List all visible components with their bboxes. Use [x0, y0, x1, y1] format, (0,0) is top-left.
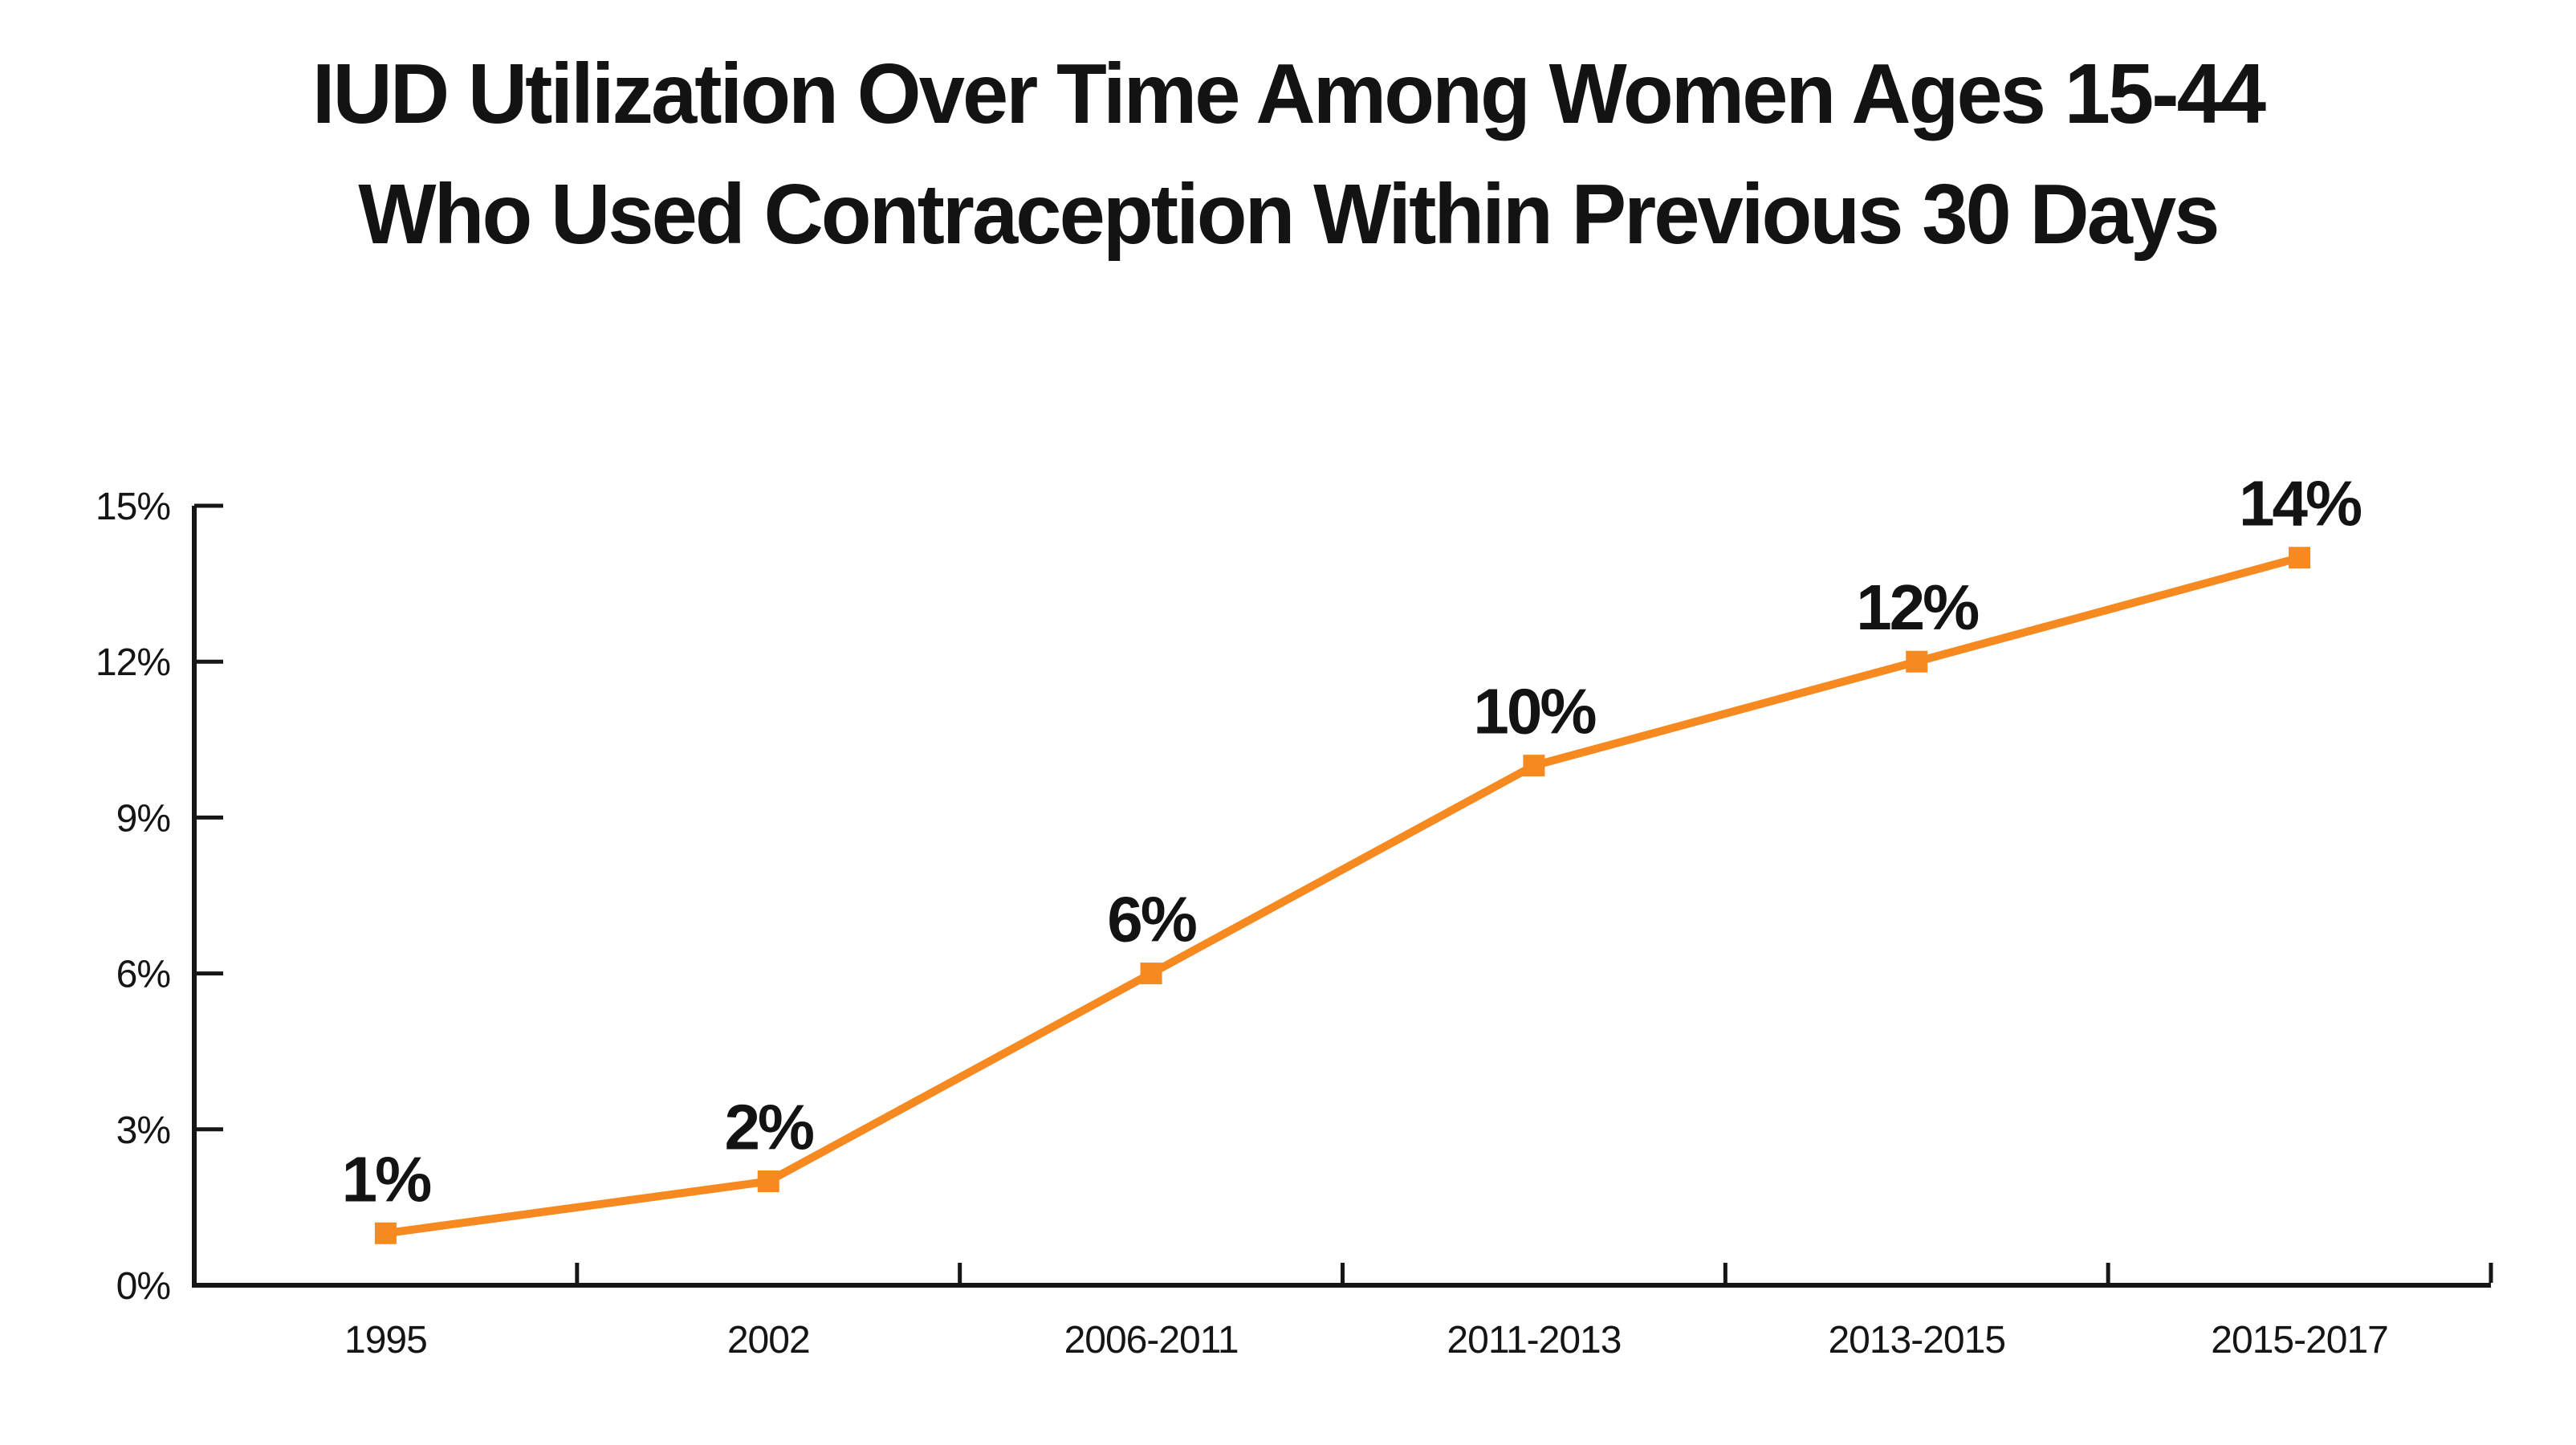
data-point-marker	[374, 1222, 397, 1244]
x-tick-label: 2006-2011	[1064, 1319, 1239, 1362]
y-tick-label: 6%	[116, 954, 170, 996]
data-point-marker	[1140, 963, 1162, 985]
y-tick-label: 3%	[116, 1109, 170, 1152]
x-tick-label: 2002	[727, 1319, 810, 1362]
y-tick-label: 15%	[96, 486, 170, 528]
data-point-label: 6%	[1107, 884, 1196, 955]
x-tick-label: 2013-2015	[1828, 1319, 2005, 1362]
chart-title-line-2: Who Used Contraception Within Previous 3…	[358, 167, 2220, 262]
data-point-marker	[757, 1170, 779, 1193]
chart-title: IUD Utilization Over Time Among Women Ag…	[0, 34, 2576, 275]
data-point-marker	[2289, 547, 2311, 569]
data-point-marker	[1523, 755, 1545, 777]
y-tick-label: 12%	[96, 641, 170, 684]
data-point-label: 10%	[1473, 676, 1596, 747]
x-tick-label: 2015-2017	[2211, 1319, 2388, 1362]
data-point-label: 1%	[342, 1143, 431, 1215]
y-tick-label: 0%	[116, 1265, 170, 1308]
x-tick-label: 2011-2013	[1447, 1319, 1621, 1362]
x-tick-label: 1995	[344, 1319, 427, 1362]
y-tick-label: 9%	[116, 797, 170, 840]
data-point-label: 14%	[2239, 468, 2362, 539]
trend-line	[385, 553, 2301, 1238]
data-point-label: 12%	[1856, 572, 1979, 643]
data-point-label: 2%	[724, 1092, 813, 1163]
chart-title-line-1: IUD Utilization Over Time Among Women Ag…	[311, 47, 2266, 141]
data-point-marker	[1906, 650, 1928, 673]
